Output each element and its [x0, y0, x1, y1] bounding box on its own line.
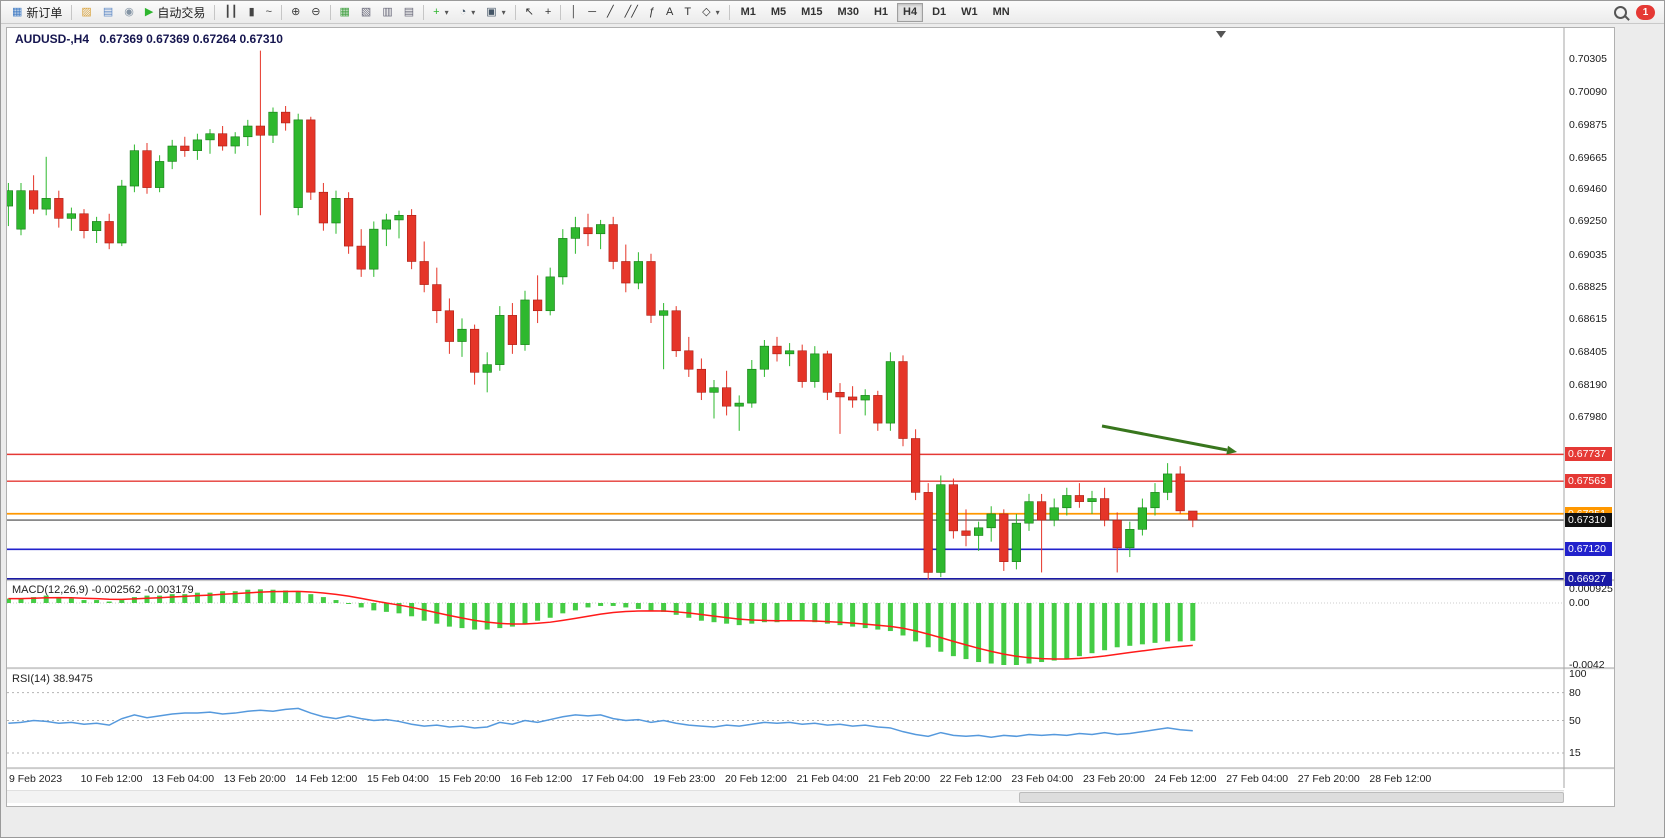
horizontal-line-button[interactable]: ─: [583, 2, 601, 23]
toolbar-separator: [514, 4, 516, 20]
chevron-down-icon: ▾: [444, 7, 449, 17]
cascade-windows-button[interactable]: ▧: [356, 2, 376, 23]
periods-icon: ◔: [459, 5, 467, 18]
search-icon[interactable]: [1614, 5, 1627, 19]
tile-horizontal-icon: ▥: [382, 5, 393, 18]
notification-badge[interactable]: 1: [1636, 4, 1655, 20]
tile-vertical-icon: ▤: [403, 5, 415, 18]
autotrading-button-label: 自动交易: [157, 5, 206, 20]
chart-window: AUDUSD-,H4 0.67369 0.67369 0.67264 0.673…: [6, 27, 1615, 807]
periods-button[interactable]: ◔ ▾: [455, 2, 481, 23]
price-level-lines[interactable]: [7, 453, 1564, 581]
indicators-button[interactable]: + ▾: [428, 2, 453, 23]
shift-marker-icon: [1216, 31, 1226, 38]
zoom-in-button[interactable]: ⊕: [286, 2, 305, 23]
fibonacci-button[interactable]: ƒ: [644, 2, 660, 23]
timeframe-w1-button[interactable]: W1: [961, 5, 978, 18]
candlestick-chart-button[interactable]: ▮: [244, 2, 260, 23]
chevron-down-icon: ▾: [501, 7, 506, 17]
equidistant-channel-icon: ╱╱: [624, 5, 638, 18]
cursor-button[interactable]: ↖: [520, 2, 539, 23]
chevron-down-icon: ▾: [471, 7, 476, 17]
toolbar-separator: [560, 4, 562, 20]
indicators-icon: +: [433, 5, 440, 18]
zoom-out-icon: ⊖: [311, 5, 321, 18]
profiles-icon: ▨: [81, 5, 92, 18]
tile-windows-icon: ▦: [339, 5, 350, 18]
chart-decorations: [7, 28, 1614, 788]
autotrading-button[interactable]: ▶ 自动交易: [140, 2, 210, 23]
bar-chart-icon: ┃┃: [224, 5, 238, 18]
profiles-button[interactable]: ▨: [76, 2, 96, 23]
timeframe-h4-button[interactable]: H4: [897, 2, 924, 22]
timeframe-m5-button[interactable]: M5: [770, 5, 787, 18]
text-label-button[interactable]: T: [679, 2, 696, 23]
crosshair-button[interactable]: +: [540, 2, 556, 23]
candlestick-chart-icon: ▮: [248, 5, 255, 18]
zoom-in-icon: ⊕: [291, 5, 301, 18]
main-toolbar: ▦ 新订单 ▨ ▤ ◉ ▶ 自动交易 ┃┃ ▮ ~ ⊕ ⊖ ▦ ▧ ▥ ▤ + ▾ ◔ ▾ ▣ ▾ ↖ + │ ─ ╱ ╱╱ ƒ A T ◇ ▾…: [1, 1, 1664, 24]
timeframe-m1-button[interactable]: M1: [740, 5, 756, 18]
market-watch-icon: ▤: [102, 5, 114, 18]
navigator-icon: ◉: [124, 5, 134, 18]
line-chart-button[interactable]: ~: [261, 2, 277, 23]
timeframe-h1-button[interactable]: H1: [873, 5, 889, 18]
toolbar-separator: [423, 4, 425, 20]
market-watch-button[interactable]: ▤: [98, 2, 118, 23]
crosshair-icon: +: [544, 5, 552, 18]
rsi-panel: [7, 692, 1564, 754]
autotrading-icon: ▶: [144, 5, 154, 18]
timeframe-m30-button[interactable]: M30: [837, 5, 859, 18]
vertical-line-icon: │: [570, 5, 578, 18]
macd-signal-line: [8, 590, 1193, 660]
toolbar-separator: [281, 4, 283, 20]
toolbar-separator: [329, 4, 331, 20]
templates-icon: ▣: [486, 5, 497, 18]
chevron-down-icon: ▾: [715, 7, 720, 17]
tile-vertical-button[interactable]: ▤: [399, 2, 419, 23]
annotation-arrow[interactable]: [1101, 424, 1237, 455]
rsi-line: [8, 707, 1193, 738]
text-label-icon: T: [684, 5, 692, 18]
zoom-out-button[interactable]: ⊖: [306, 2, 325, 23]
timeframe-d1-button[interactable]: D1: [932, 5, 947, 18]
templates-button[interactable]: ▣ ▾: [481, 2, 510, 23]
horizontal-line-icon: ─: [588, 5, 597, 18]
chart-canvas[interactable]: [7, 28, 1614, 806]
cascade-windows-icon: ▧: [360, 5, 372, 18]
trendline-icon: ╱: [607, 5, 614, 18]
candles: [7, 50, 1198, 581]
toolbar-separator: [728, 4, 730, 20]
shapes-button[interactable]: ◇ ▾: [697, 2, 724, 23]
navigator-button[interactable]: ◉: [119, 2, 139, 23]
toolbar-right-cluster: 1: [1614, 4, 1658, 20]
bar-chart-button[interactable]: ┃┃: [219, 2, 242, 23]
new-order-button-label: 新订单: [26, 5, 63, 20]
cursor-icon: ↖: [524, 5, 534, 18]
new-order-button[interactable]: ▦ 新订单: [7, 2, 67, 23]
text-button[interactable]: A: [661, 2, 678, 23]
toolbar-separator: [71, 4, 73, 20]
macd-panel: [7, 589, 1564, 666]
timeframe-m15-button[interactable]: M15: [801, 5, 823, 18]
line-chart-icon: ~: [265, 5, 273, 18]
equidistant-channel-button[interactable]: ╱╱: [620, 2, 643, 23]
new-order-icon: ▦: [12, 5, 23, 18]
vertical-line-button[interactable]: │: [565, 2, 582, 23]
trendline-button[interactable]: ╱: [602, 2, 619, 23]
text-icon: A: [666, 5, 674, 18]
toolbar-separator: [214, 4, 216, 20]
fibonacci-icon: ƒ: [648, 5, 656, 18]
timeframe-mn-button[interactable]: MN: [992, 5, 1010, 18]
shapes-icon: ◇: [702, 5, 711, 18]
tile-windows-button[interactable]: ▦: [335, 2, 355, 23]
tile-horizontal-button[interactable]: ▥: [377, 2, 397, 23]
